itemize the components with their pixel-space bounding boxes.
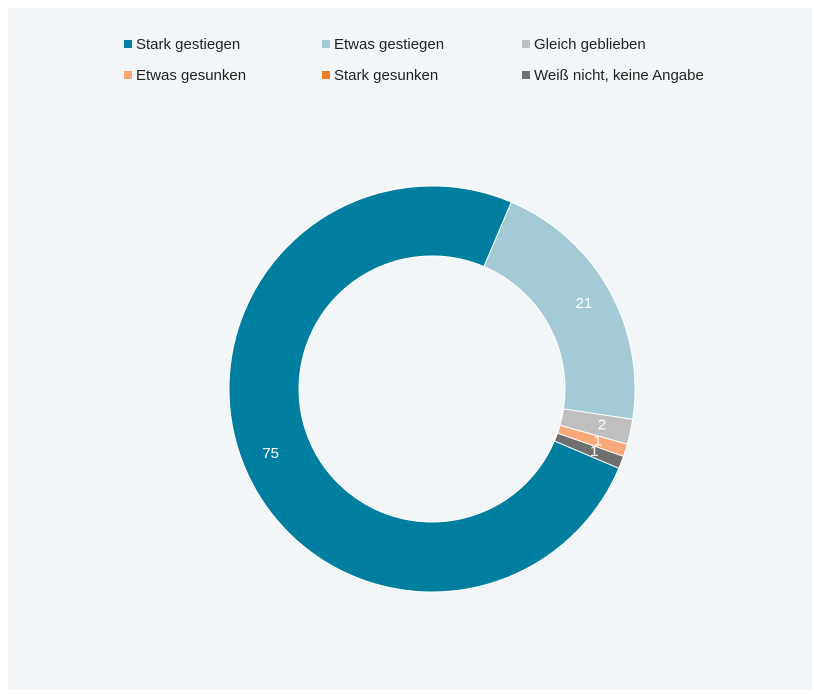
slice-label: 21	[576, 295, 593, 312]
slice-label: 2	[598, 417, 606, 434]
legend-text: Stark gesunken	[334, 67, 438, 84]
slice-label: 1	[594, 433, 602, 450]
legend-swatch	[322, 40, 330, 48]
legend-text: Weiß nicht, keine Angabe	[534, 67, 704, 84]
slice	[228, 185, 620, 593]
legend-swatch	[522, 40, 530, 48]
slice-label: 75	[262, 445, 279, 462]
legend-text: Stark gestiegen	[136, 36, 240, 53]
slice-label: 1	[590, 443, 598, 460]
legend-text: Gleich geblieben	[534, 36, 646, 53]
legend-swatch	[124, 40, 132, 48]
slice	[553, 432, 625, 469]
legend-swatch	[124, 71, 132, 79]
legend-swatch	[522, 71, 530, 79]
legend-text: Etwas gestiegen	[334, 36, 444, 53]
legend-swatch	[322, 71, 330, 79]
legend-text: Etwas gesunken	[136, 67, 246, 84]
